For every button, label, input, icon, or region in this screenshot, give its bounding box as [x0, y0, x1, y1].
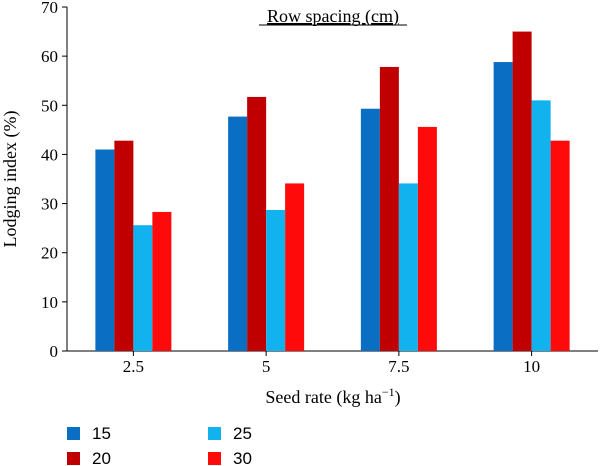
- y-axis-label: Lodging index (%): [0, 111, 21, 248]
- y-tick-label: 50: [41, 96, 58, 115]
- bar-15-10: [493, 62, 513, 351]
- x-axis-label: Seed rate (kg ha−1): [265, 385, 400, 408]
- legend-label-15: 15: [92, 424, 111, 443]
- legend-swatch-25: [208, 427, 221, 440]
- legend-label-30: 30: [233, 449, 252, 466]
- x-axis-label-close: ): [395, 387, 401, 408]
- x-tick-label: 10: [523, 357, 540, 376]
- y-tick-label: 60: [41, 47, 58, 66]
- x-ticks: 2.5 5 7.5 10: [123, 351, 540, 376]
- bar-15-2.5: [95, 149, 115, 351]
- legend: 15 20 25 30: [67, 424, 252, 466]
- bar-15-7.5: [360, 108, 380, 352]
- bar-20-5: [247, 96, 267, 351]
- y-tick-label: 20: [41, 244, 58, 263]
- bar-15-5: [228, 116, 248, 352]
- bar-30-7.5: [417, 126, 437, 351]
- bar-20-2.5: [114, 140, 134, 351]
- bar-25-10: [531, 100, 551, 351]
- y-ticks: 0 10 20 30 40 50 60 70: [41, 0, 67, 361]
- bar-30-5: [285, 183, 305, 351]
- legend-label-20: 20: [92, 449, 111, 466]
- bar-20-7.5: [379, 66, 399, 351]
- y-tick-label: 70: [41, 0, 58, 17]
- chart-title: Row spacing (cm): [267, 6, 399, 27]
- y-tick-label: 30: [41, 195, 58, 214]
- bar-30-10: [550, 140, 570, 351]
- y-tick-label: 0: [50, 342, 59, 361]
- y-tick-label: 10: [41, 293, 58, 312]
- bar-20-10: [512, 31, 532, 351]
- legend-swatch-15: [67, 427, 80, 440]
- y-tick-label: 40: [41, 145, 58, 164]
- x-axis-label-superscript: −1: [382, 385, 395, 399]
- legend-label-25: 25: [233, 424, 252, 443]
- legend-swatch-20: [67, 452, 80, 465]
- x-tick-label: 2.5: [123, 357, 144, 376]
- x-tick-label: 5: [262, 357, 271, 376]
- x-tick-label: 7.5: [388, 357, 409, 376]
- bar-25-2.5: [133, 225, 153, 351]
- bar-25-7.5: [398, 183, 418, 351]
- legend-swatch-30: [208, 452, 221, 465]
- bars: [95, 31, 570, 352]
- bar-25-5: [266, 209, 286, 351]
- bar-30-2.5: [152, 211, 172, 351]
- x-axis-label-main: Seed rate (kg ha: [265, 387, 381, 408]
